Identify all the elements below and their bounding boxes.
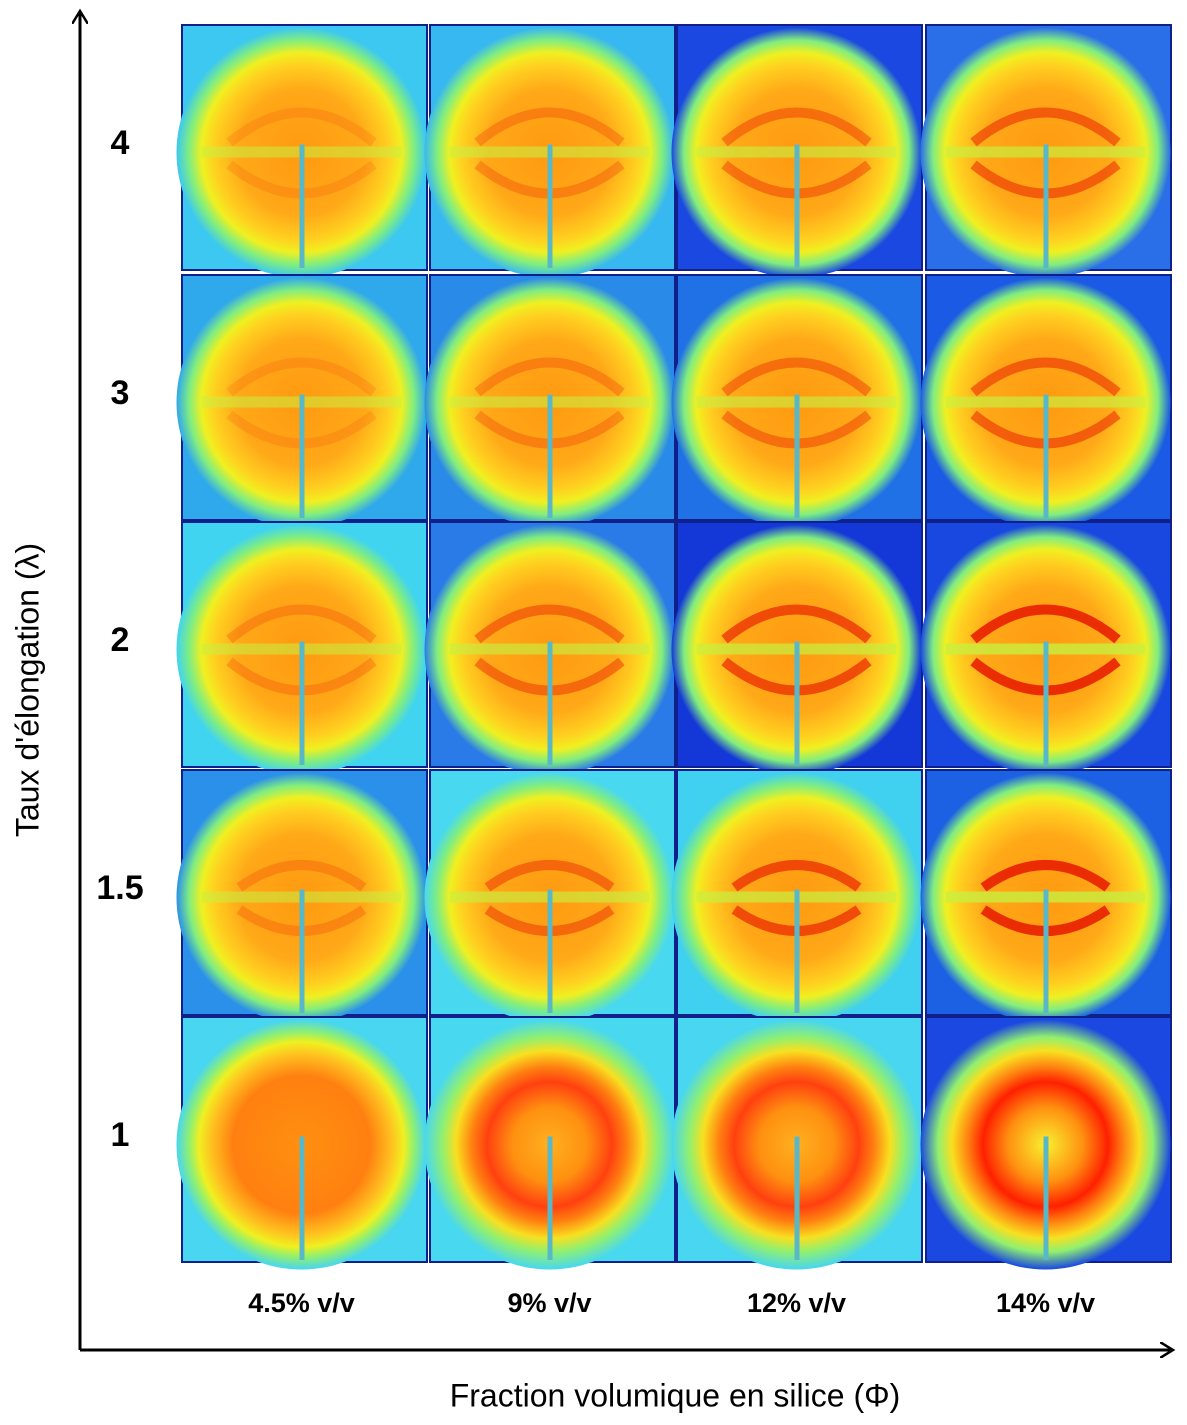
beamstop	[299, 641, 305, 765]
beamstop	[794, 1136, 800, 1260]
row-label: 1	[111, 1116, 130, 1154]
beamstop	[299, 394, 305, 518]
row-label: 2	[111, 621, 130, 659]
saxs-pattern	[176, 274, 428, 528]
beamstop	[1043, 889, 1049, 1013]
beamstop	[299, 1136, 305, 1260]
anisotropic-arc	[226, 107, 377, 147]
saxs-pattern	[671, 769, 923, 1023]
beamstop	[299, 889, 305, 1013]
saxs-pattern	[424, 521, 676, 775]
saxs-pattern	[424, 769, 676, 1023]
saxs-pattern	[424, 274, 676, 528]
beamstop	[547, 641, 553, 765]
beamstop	[794, 889, 800, 1013]
saxs-pattern	[671, 24, 923, 278]
beamstop	[794, 641, 800, 765]
beamstop	[1043, 394, 1049, 518]
beamstop	[547, 394, 553, 518]
row-label: 3	[111, 374, 130, 412]
anisotropic-arc	[226, 604, 377, 644]
beamstop	[547, 144, 553, 268]
saxs-pattern	[424, 24, 676, 278]
y-axis-label: Taux d'élongation (λ)	[9, 543, 45, 837]
anisotropic-arc	[474, 107, 625, 147]
column-label: 12% v/v	[747, 1288, 846, 1318]
anisotropic-arc	[226, 357, 377, 397]
beamstop	[1043, 144, 1049, 268]
anisotropic-arc	[970, 604, 1121, 644]
row-label: 1.5	[96, 869, 143, 907]
saxs-pattern	[920, 769, 1172, 1023]
anisotropic-arc	[731, 860, 862, 892]
anisotropic-arc	[721, 357, 872, 397]
column-label: 14% v/v	[996, 1288, 1095, 1318]
anisotropic-arc	[474, 604, 625, 644]
anisotropic-arc	[970, 107, 1121, 147]
beamstop	[547, 1136, 553, 1260]
anisotropic-arc	[721, 107, 872, 147]
anisotropic-arc	[474, 357, 625, 397]
saxs-pattern	[671, 1016, 923, 1270]
row-label: 4	[111, 124, 130, 162]
saxs-pattern	[176, 521, 428, 775]
column-label: 9% v/v	[507, 1288, 591, 1318]
pattern-grid	[176, 24, 1172, 1270]
beamstop	[1043, 641, 1049, 765]
saxs-pattern	[671, 521, 923, 775]
saxs-pattern	[920, 1016, 1172, 1270]
anisotropic-arc	[721, 604, 872, 644]
beamstop	[299, 144, 305, 268]
column-label: 4.5% v/v	[248, 1288, 355, 1318]
saxs-pattern	[671, 274, 923, 528]
saxs-pattern	[920, 521, 1172, 775]
saxs-pattern	[176, 24, 428, 278]
saxs-pattern	[920, 274, 1172, 528]
beamstop	[547, 889, 553, 1013]
saxs-pattern	[920, 24, 1172, 278]
saxs-pattern	[176, 769, 428, 1023]
beamstop	[794, 144, 800, 268]
saxs-pattern	[424, 1016, 676, 1270]
anisotropic-arc	[970, 357, 1121, 397]
anisotropic-arc	[236, 860, 367, 892]
beamstop	[794, 394, 800, 518]
saxs-pattern	[176, 1016, 428, 1270]
x-axis-label: Fraction volumique en silice (Φ)	[450, 1377, 901, 1413]
beamstop	[1043, 1136, 1049, 1260]
anisotropic-arc	[484, 860, 615, 892]
anisotropic-arc	[980, 860, 1111, 892]
